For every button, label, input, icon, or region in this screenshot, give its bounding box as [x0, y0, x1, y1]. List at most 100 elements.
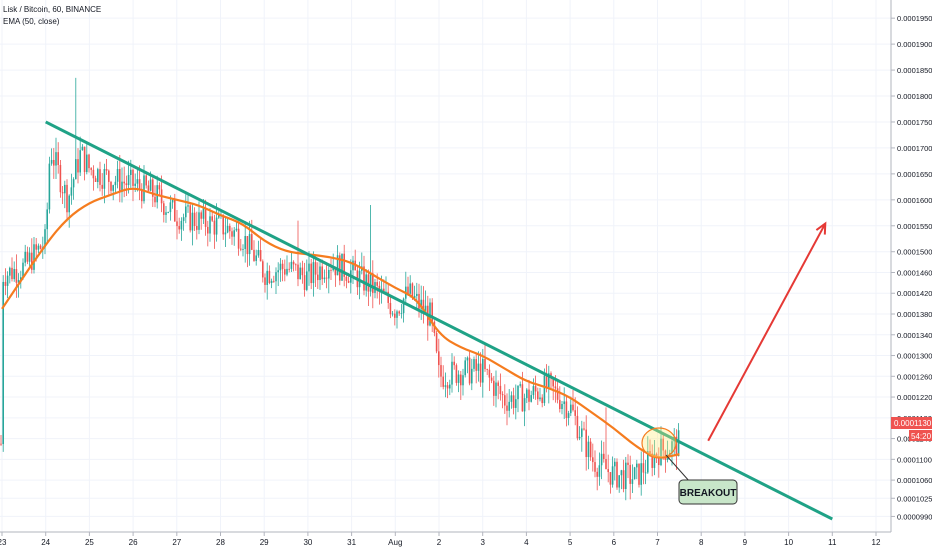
candle-body	[273, 280, 275, 282]
candle-body	[246, 236, 249, 255]
y-tick-label: 0.0001900	[897, 40, 932, 49]
x-tick-label: 25	[85, 538, 94, 547]
candle-body	[108, 170, 110, 182]
candle-body	[35, 244, 37, 250]
candle-body	[570, 404, 572, 414]
candle-body	[123, 181, 125, 184]
indicator-label[interactable]: EMA (50, close)	[3, 17, 60, 26]
candle-body	[215, 217, 218, 235]
candle-body	[328, 269, 330, 279]
candle-body	[226, 225, 229, 233]
trendline[interactable]	[45, 120, 833, 521]
candle-body	[424, 305, 427, 313]
price-axis[interactable]: 0.0000990 0.0001025 0.0001060 0.0001100 0.00…	[891, 14, 932, 521]
candle-body	[297, 264, 299, 280]
candle-body	[15, 269, 18, 283]
candle-body	[449, 384, 451, 389]
candle-body	[640, 463, 642, 485]
breakout-circle[interactable]	[641, 427, 677, 459]
candle-body	[306, 271, 308, 290]
candle-body	[644, 472, 647, 474]
candle-body	[103, 168, 106, 189]
candle-body	[79, 150, 81, 173]
candle-body	[187, 205, 189, 207]
candle-body	[185, 206, 187, 218]
y-tick-label: 0.0001850	[897, 66, 932, 75]
candle-body	[229, 225, 231, 232]
candle-body	[310, 263, 312, 284]
x-tick-label: 31	[347, 538, 356, 547]
candle-body	[290, 261, 293, 269]
breakout-callout[interactable]	[678, 479, 738, 505]
candle-body	[53, 159, 55, 166]
candle-body	[171, 199, 174, 203]
candle-body	[466, 357, 469, 361]
candle-body	[191, 212, 194, 231]
candle-body	[66, 184, 68, 213]
candle-body	[389, 302, 392, 315]
x-tick-label: 7	[655, 538, 660, 547]
candle-body	[182, 217, 185, 221]
candle-body	[284, 269, 286, 275]
y-tick-label: 0.0001650	[897, 170, 932, 179]
x-tick-label: 27	[172, 538, 181, 547]
time-axis[interactable]: 232425262728293031Aug23456789101112	[0, 532, 881, 547]
candle-body	[253, 249, 255, 261]
x-tick-label: 11	[828, 538, 837, 547]
candle-body	[484, 358, 486, 370]
symbol-title[interactable]: Lisk / Bitcoin, 60, BINANCE	[3, 5, 102, 14]
candle-body	[400, 313, 403, 314]
candle-body	[209, 216, 211, 234]
y-tick-label: 0.0001380	[897, 310, 932, 319]
candle-body	[420, 299, 422, 309]
candle-body	[193, 212, 196, 227]
y-tick-label: 0.0001500	[897, 248, 932, 257]
candle-body	[112, 185, 114, 191]
candle-body	[490, 377, 493, 381]
projection-arrow[interactable]	[707, 221, 827, 442]
candle-body	[647, 451, 649, 473]
candle-body	[259, 250, 262, 262]
candle-body	[83, 146, 86, 173]
candle-body	[550, 373, 552, 378]
y-tick-label: 0.0001700	[897, 144, 932, 153]
candle-body	[44, 229, 46, 248]
candle-body	[468, 357, 471, 384]
candle-body	[402, 298, 405, 314]
candle-body	[231, 231, 233, 237]
candle-body	[435, 332, 438, 352]
candle-body	[321, 266, 323, 280]
candle-body	[222, 214, 224, 235]
candle-body	[48, 163, 51, 210]
candle-body	[631, 479, 634, 484]
x-tick-label: 10	[784, 538, 793, 547]
candle-body	[46, 209, 48, 230]
candle-body	[576, 415, 579, 439]
candle-body	[391, 313, 394, 315]
candle-body	[240, 248, 242, 250]
candle-body	[609, 472, 612, 485]
candle-body	[275, 272, 277, 282]
candle-body	[409, 283, 411, 294]
candle-body	[134, 183, 136, 186]
candle-body	[394, 313, 396, 318]
candle-body	[493, 380, 495, 396]
candle-body	[653, 453, 656, 468]
candle-body	[504, 395, 506, 406]
candle-body	[105, 168, 108, 171]
candle-body	[413, 295, 416, 299]
candle-body	[147, 185, 150, 191]
candle-body	[446, 385, 449, 389]
candle-body	[655, 453, 658, 457]
candle-body	[407, 286, 409, 294]
candle-body	[625, 462, 627, 489]
candle-body	[618, 475, 620, 488]
candle-body	[55, 152, 57, 166]
candle-body	[629, 464, 631, 484]
candle-body	[497, 382, 499, 386]
candle-body	[64, 184, 66, 194]
candle-body	[455, 365, 458, 383]
candle-body	[431, 302, 433, 322]
